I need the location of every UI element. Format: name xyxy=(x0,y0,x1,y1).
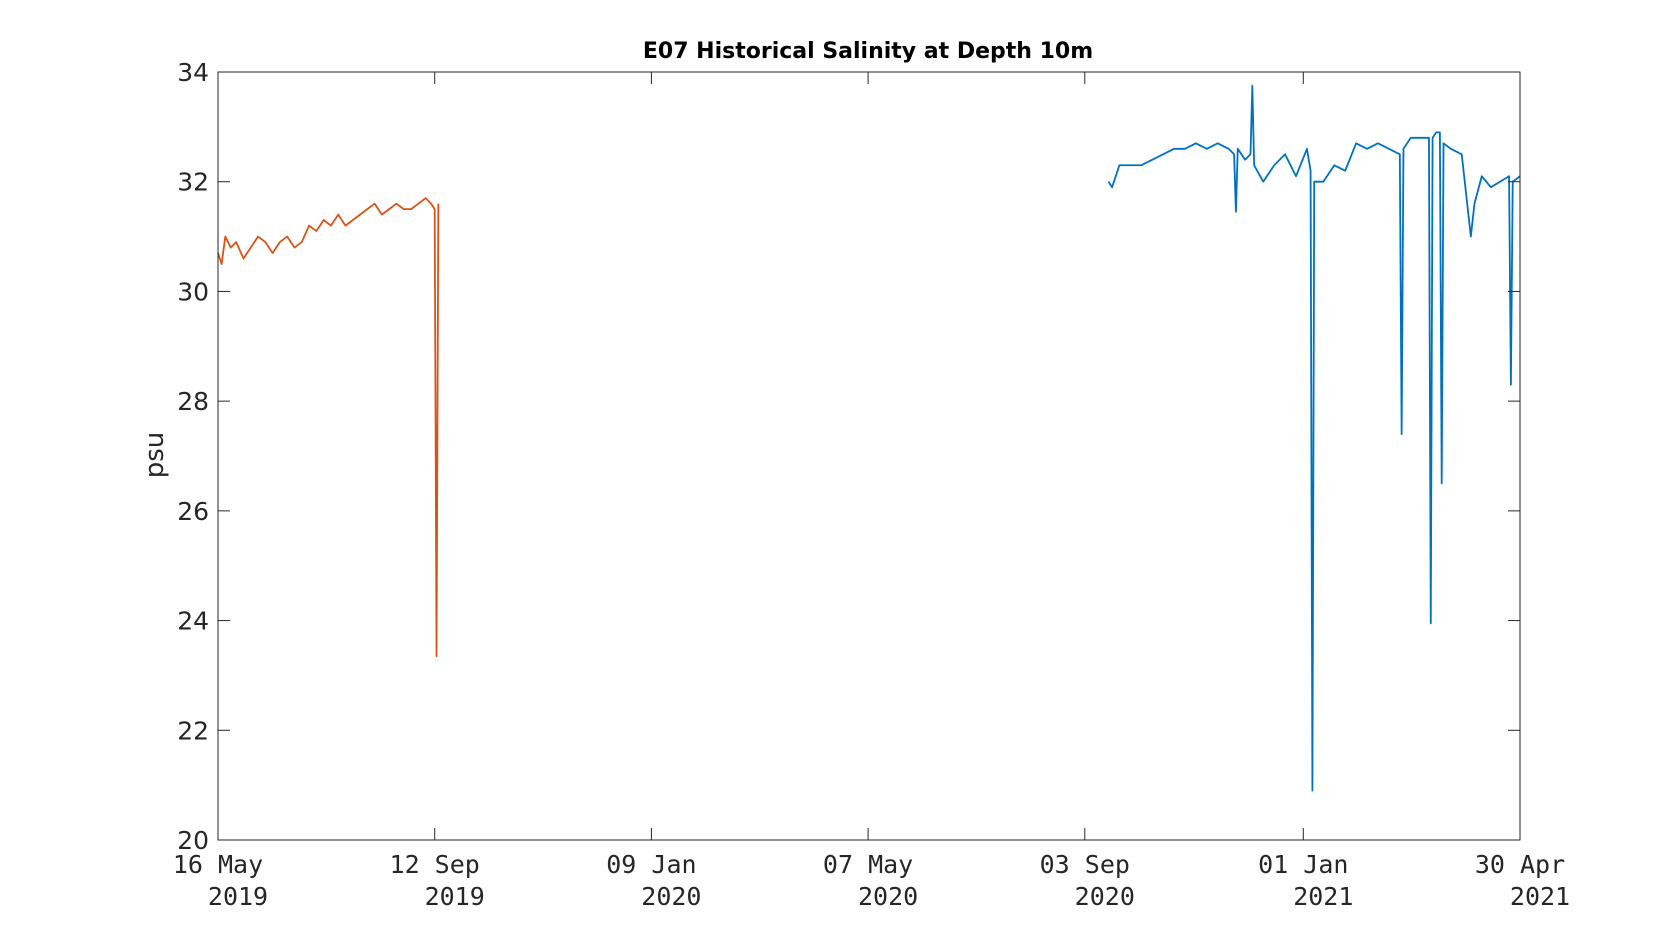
y-tick-label: 30 xyxy=(177,277,209,306)
x-tick-label-line2: 2021 xyxy=(1293,882,1353,911)
axes-box xyxy=(217,71,1521,841)
y-tick-label: 34 xyxy=(177,58,209,87)
series-line-1 xyxy=(217,197,440,658)
y-tick-label: 32 xyxy=(177,168,209,197)
series-layer xyxy=(217,84,1521,792)
y-tick-label: 26 xyxy=(177,497,209,526)
y-tick-label: 28 xyxy=(177,387,209,416)
x-tick-label-line1: 07 May xyxy=(823,850,913,879)
x-tick-label-line1: 16 May xyxy=(173,850,263,879)
series-line-2 xyxy=(1107,84,1521,792)
x-tick-label-line2: 2020 xyxy=(858,882,918,911)
x-tick-label-line1: 03 Sep xyxy=(1040,850,1130,879)
x-tick-label-line2: 2019 xyxy=(425,882,485,911)
x-tick-label-line2: 2021 xyxy=(1510,882,1570,911)
y-tick-label: 24 xyxy=(177,607,209,636)
x-tick-label-line2: 2020 xyxy=(1075,882,1135,911)
x-tick-label-line1: 12 Sep xyxy=(390,850,480,879)
y-axis-label: psu xyxy=(140,432,170,479)
x-tick-label-line2: 2019 xyxy=(208,882,268,911)
y-tick-label: 20 xyxy=(177,826,209,855)
axes-layer: 20 22 24 26 28 30 32 34 16 May 2019 12 Sep 2019 09 J… xyxy=(173,58,1570,911)
chart-title: E07 Historical Salinity at Depth 10m xyxy=(643,39,1093,64)
x-tick-label-line2: 2020 xyxy=(641,882,701,911)
y-tick-label: 22 xyxy=(177,716,209,745)
x-tick-label-line1: 01 Jan xyxy=(1258,850,1348,879)
x-tick-label-line1: 30 Apr xyxy=(1475,850,1565,879)
x-tick-label-line1: 09 Jan xyxy=(606,850,696,879)
